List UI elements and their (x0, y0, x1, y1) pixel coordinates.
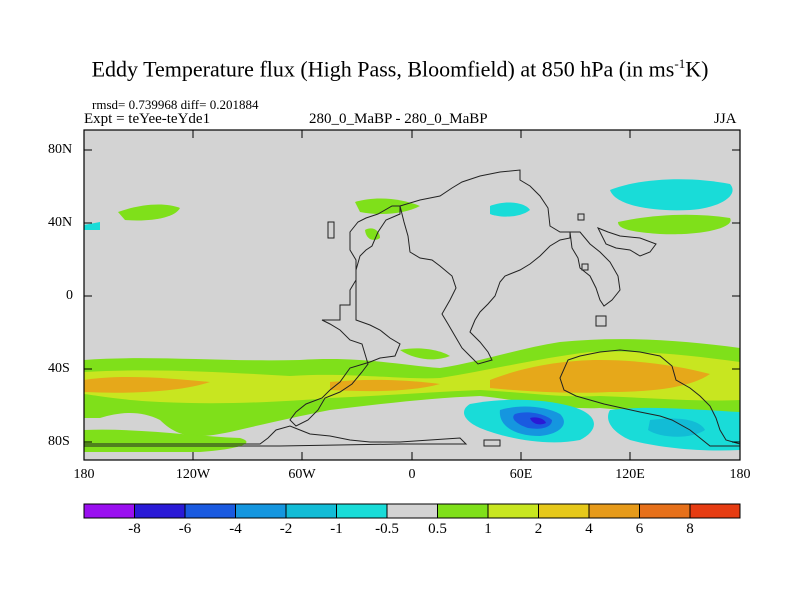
coastline-small-island (577, 213, 585, 221)
colorbar-box-12 (689, 503, 741, 519)
coastline-antarctic-islands (483, 439, 501, 447)
coastlines (83, 169, 741, 447)
colorbar-label-7: 1 (484, 521, 492, 537)
x-label-60e: 60E (509, 467, 533, 482)
colorbar-box-7 (437, 503, 489, 519)
colorbar-box-3 (235, 503, 287, 519)
experiment-label: Expt = teYee-teYde1 (84, 111, 211, 127)
y-label-80n: 80N (48, 142, 73, 157)
colorbar-label-1: -6 (178, 521, 192, 537)
x-label-120w: 120W (175, 467, 211, 482)
coastline-africa (399, 169, 571, 365)
coastline-north-asia (596, 227, 657, 257)
colorbar-label-4: -1 (330, 521, 343, 537)
fill-north-atlantic-green-east (355, 198, 420, 214)
colorbar-label-8: 2 (534, 521, 543, 537)
colorbar-box-5 (336, 503, 388, 519)
fill-south-band-orange-east (490, 360, 710, 393)
contour-fills (84, 179, 740, 452)
colorbar (83, 503, 741, 519)
coastline-antarctica (83, 425, 468, 447)
fill-north-pacific-cyan (610, 179, 733, 211)
x-label-180w: 180 (73, 467, 95, 482)
x-label-120e: 120E (615, 467, 645, 482)
season-label: JJA (714, 111, 737, 127)
colorbar-label-11: 8 (686, 521, 694, 537)
x-ticks (83, 130, 741, 460)
colorbar-label-2: -4 (229, 521, 242, 537)
colorbar-label-10: 6 (635, 521, 644, 537)
colorbar-label-3: -2 (279, 521, 293, 537)
fill-south-band-orange-west (84, 376, 210, 393)
coastline-south-america (289, 205, 401, 427)
colorbar-box-9 (538, 503, 590, 519)
stats-line: rmsd= 0.739968 diff= 0.201884 (92, 97, 259, 112)
title-unit-end: K) (685, 56, 709, 82)
colorbar-box-4 (285, 503, 337, 519)
coastline-mid-island (595, 315, 607, 327)
title-unit-sup: -1 (674, 56, 686, 71)
y-label-0: 0 (66, 288, 73, 303)
x-label-0: 0 (408, 467, 416, 482)
y-ticks (84, 149, 740, 443)
fill-north-pacific-green (618, 214, 731, 235)
title-main: Eddy Temperature flux (High Pass, Bloomf… (91, 56, 675, 82)
coastline-asia-east (569, 231, 621, 307)
colorbar-box-1 (134, 503, 186, 519)
chart-title: Eddy Temperature flux (High Pass, Bloomf… (0, 56, 800, 82)
coastline-americas (327, 221, 335, 239)
fill-north-atlantic-green-west (118, 204, 180, 221)
fill-antarctic-dark-blue (530, 417, 546, 425)
fill-eurasia-cyan (490, 202, 530, 217)
colorbar-label-0: -8 (128, 521, 141, 537)
y-label-40s: 40S (48, 361, 70, 376)
colorbar-box-11 (639, 503, 691, 519)
fill-south-band-orange-mid (330, 379, 440, 392)
coastline-small-island-2 (581, 263, 589, 271)
fill-pacific-antarctic-light-blue (648, 418, 705, 437)
colorbar-label-9: 4 (585, 521, 593, 537)
x-label-180e: 180 (729, 467, 751, 482)
colorbar-label-6: 0.5 (428, 521, 447, 537)
colorbar-label-5: -0.5 (375, 521, 399, 537)
y-label-80s: 80S (48, 434, 70, 449)
colorbar-box-2 (184, 503, 236, 519)
colorbar-box-10 (588, 503, 640, 519)
fill-tropical-green (400, 348, 450, 360)
colorbar-box-6 (386, 503, 438, 519)
colorbar-box-0 (83, 503, 135, 519)
colorbar-box-8 (487, 503, 539, 519)
x-label-60w: 60W (288, 467, 316, 482)
y-label-40n: 40N (48, 215, 73, 230)
fill-east-pacific-cyan (84, 222, 100, 230)
case-label: 280_0_MaBP - 280_0_MaBP (309, 111, 488, 127)
